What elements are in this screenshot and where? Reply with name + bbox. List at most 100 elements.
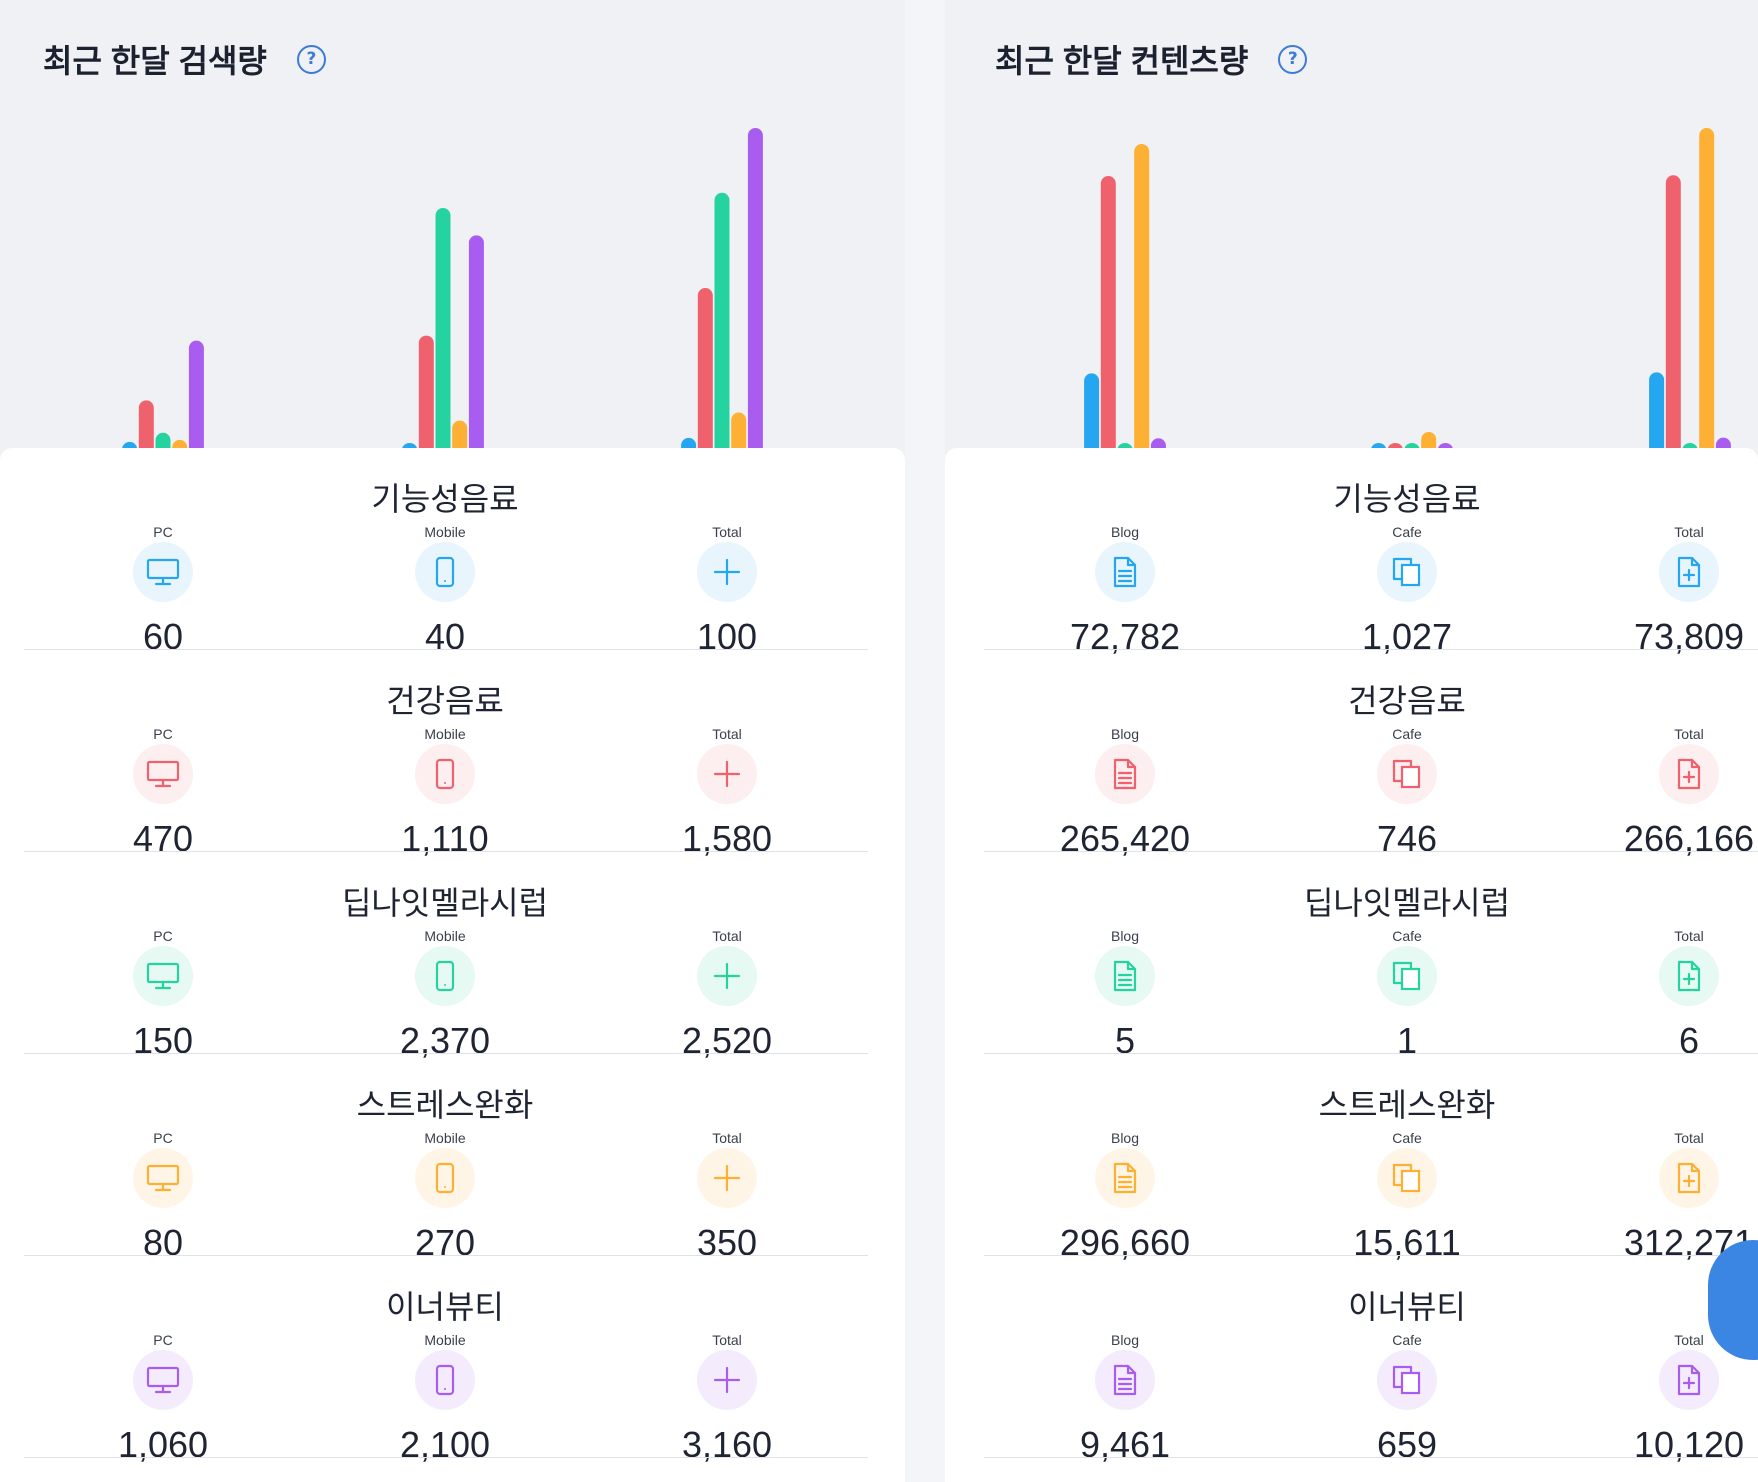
metric-label: Total [712,928,742,944]
content-panel-title-text: 최근 한달 컨텐츠량 [995,43,1249,79]
bar-mobile-3[interactable] [452,420,468,448]
bar-total-2[interactable] [1682,443,1698,448]
bar-blog-0[interactable] [1084,373,1100,448]
metric-label: Mobile [424,928,466,944]
document-icon [1095,1148,1155,1208]
metric-value: 2,520 [681,1020,773,1061]
keyword-name: 건강음료 [386,683,504,719]
metric-label: Blog [1110,1130,1140,1146]
metric-label: Total [712,726,742,742]
bar-mobile-2[interactable] [435,208,451,448]
metric-label: Total [1674,524,1704,540]
bar-total-1[interactable] [697,288,713,448]
bar-pc-2[interactable] [155,432,171,448]
bar-blog-4[interactable] [1150,438,1166,448]
smartphone-icon [415,946,475,1006]
metric-value: 100 [696,616,758,657]
bar-cafe-1[interactable] [1388,443,1403,448]
bar-cafe-3[interactable] [1421,432,1437,448]
search-volume-chart [122,128,763,448]
metric-label: Total [1674,928,1704,944]
bar-pc-3[interactable] [172,439,188,448]
search-volume-panel: 최근 한달 검색량 ? 기능성음료 PC 60 Mobile 40 Total 100 건강음… [0,43,905,1482]
metric-value: 150 [132,1020,194,1061]
metric-label: Cafe [1392,1130,1422,1146]
plus-icon [697,1350,757,1410]
keyword-name: 딥나잇멜라시럽 [341,885,549,921]
metric-value: 60 [142,616,184,657]
metric-label: PC [153,1130,173,1146]
bar-total-3[interactable] [1699,128,1715,448]
floating-action-button[interactable] [1708,1240,1758,1360]
bar-mobile-4[interactable] [468,235,484,448]
document-icon [1095,542,1155,602]
metric-value: 470 [132,818,194,859]
metric-label: PC [153,524,173,540]
bar-total-4[interactable] [1715,437,1731,448]
keyword-row: 기능성음료 Blog 72,782 Cafe 1,027 Total 73,809 [945,448,1758,657]
bar-total-3[interactable] [731,412,747,448]
smartphone-icon [415,744,475,804]
bar-mobile-1[interactable] [418,335,434,448]
metric-value: 3,160 [681,1424,773,1465]
file-plus-icon [1659,744,1719,804]
bar-total-1[interactable] [1665,175,1681,448]
bar-total-0[interactable] [681,437,697,448]
keyword-row: 기능성음료 PC 60 Mobile 40 Total 100 [0,448,905,657]
keyword-row: 스트레스완화 Blog 296,660 Cafe 15,611 Total 312,271 [945,1054,1758,1263]
row-divider [24,1457,868,1458]
row-divider [24,851,868,852]
metric-label: PC [153,928,173,944]
bar-pc-4[interactable] [188,340,204,448]
metric-value: 270 [414,1222,476,1263]
bar-blog-2[interactable] [1117,443,1133,448]
file-plus-icon [1659,946,1719,1006]
keyword-name: 스트레스완화 [1318,1087,1496,1123]
plus-icon [697,1148,757,1208]
metric-value: 659 [1376,1424,1438,1465]
bar-total-4[interactable] [747,128,763,448]
metric-label: Total [712,1332,742,1348]
metric-label: Total [712,524,742,540]
copy-icon [1377,744,1437,804]
search-keyword-card: 기능성음료 PC 60 Mobile 40 Total 100 건강음료 PC 470 Mobile… [0,448,905,1482]
keyword-name: 이너뷰티 [1348,1289,1466,1325]
bar-pc-0[interactable] [122,441,138,448]
metric-label: Blog [1110,928,1140,944]
keyword-name: 딥나잇멜라시럽 [1303,885,1511,921]
keyword-name: 기능성음료 [371,481,519,517]
bar-cafe-4[interactable] [1438,443,1453,448]
bar-pc-1[interactable] [138,400,154,448]
document-icon [1095,744,1155,804]
metric-label: Mobile [424,1130,466,1146]
bar-cafe-2[interactable] [1404,443,1420,448]
row-divider [984,649,1758,650]
bar-total-0[interactable] [1649,372,1665,448]
plus-icon [697,744,757,804]
row-divider [24,649,868,650]
copy-icon [1377,1350,1437,1410]
help-icon[interactable]: ? [1278,44,1308,74]
keyword-row: 건강음료 Blog 265,420 Cafe 746 Total 266,166 [945,650,1758,859]
metric-value: 2,370 [399,1020,491,1061]
metric-label: PC [153,726,173,742]
smartphone-icon [415,542,475,602]
bar-blog-1[interactable] [1100,176,1116,448]
keyword-row: 딥나잇멜라시럽 PC 150 Mobile 2,370 Total 2,520 [0,852,905,1061]
row-divider [984,1255,1758,1256]
row-divider [984,851,1758,852]
metric-value: 266,166 [1623,818,1755,859]
metric-label: Mobile [424,1332,466,1348]
bar-cafe-0[interactable] [1371,443,1386,448]
bar-blog-3[interactable] [1134,143,1150,448]
keyword-row: 딥나잇멜라시럽 Blog 5 Cafe 1 Total 6 [945,852,1758,1061]
bar-total-2[interactable] [714,192,730,448]
metric-label: Mobile [424,726,466,742]
help-icon[interactable]: ? [296,44,326,74]
metric-value: 6 [1678,1020,1700,1061]
copy-icon [1377,946,1437,1006]
content-keyword-card: 기능성음료 Blog 72,782 Cafe 1,027 Total 73,809 건강음료 B… [945,448,1758,1482]
metric-label: Mobile [424,524,466,540]
keyword-name: 기능성음료 [1333,481,1481,517]
bar-mobile-0[interactable] [402,443,417,448]
